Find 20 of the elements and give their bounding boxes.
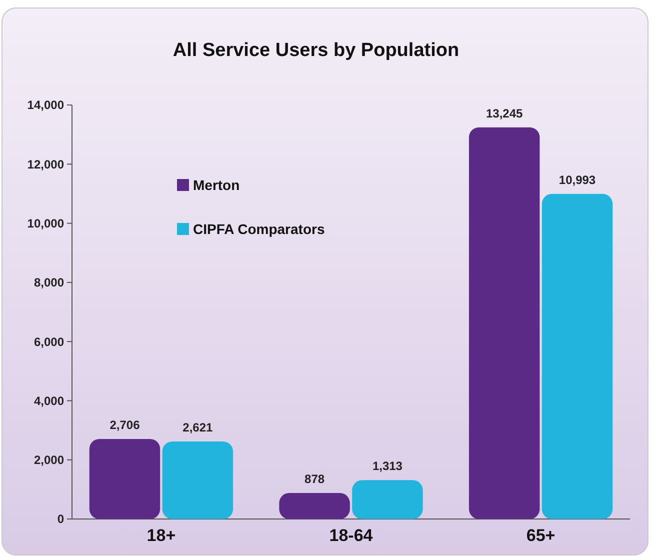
y-tick-label: 12,000 [27,157,64,172]
y-tick-label: 0 [57,512,64,526]
y-tick-label: 14,000 [27,98,64,112]
y-tick-label: 8,000 [34,276,64,290]
data-label: 2,621 [182,420,214,434]
legend-label: Merton [193,176,240,193]
x-tick-label: 18-64 [329,526,374,545]
x-tick-label: 65+ [526,526,556,545]
data-label: 878 [304,472,325,486]
y-tick-label: 4,000 [34,394,64,408]
y-tick-label: 6,000 [34,334,64,349]
data-label: 2,706 [110,418,140,432]
y-tick-label: 10,000 [27,216,64,230]
data-label: 13,245 [486,106,524,120]
y-tick-label: 2,000 [34,453,64,468]
data-label: 10,993 [558,172,596,187]
chart-title: All Service Users by Population [172,40,460,61]
legend-label: CIPFA Comparators [193,220,325,237]
data-label: 1,313 [372,459,403,474]
x-tick-label: 18+ [146,526,176,545]
